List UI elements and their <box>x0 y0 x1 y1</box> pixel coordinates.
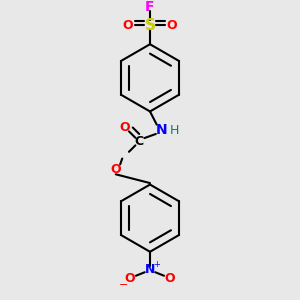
Text: O: O <box>120 121 130 134</box>
Text: O: O <box>125 272 135 285</box>
Text: C: C <box>135 135 144 148</box>
Text: S: S <box>145 18 155 33</box>
Text: −: − <box>119 280 128 290</box>
Text: O: O <box>167 19 177 32</box>
Text: O: O <box>123 19 134 32</box>
Text: +: + <box>153 260 160 268</box>
Text: N: N <box>145 263 155 276</box>
Text: N: N <box>155 124 167 137</box>
Text: H: H <box>169 124 179 137</box>
Text: F: F <box>145 0 155 14</box>
Text: O: O <box>165 272 175 285</box>
Text: O: O <box>110 163 121 176</box>
